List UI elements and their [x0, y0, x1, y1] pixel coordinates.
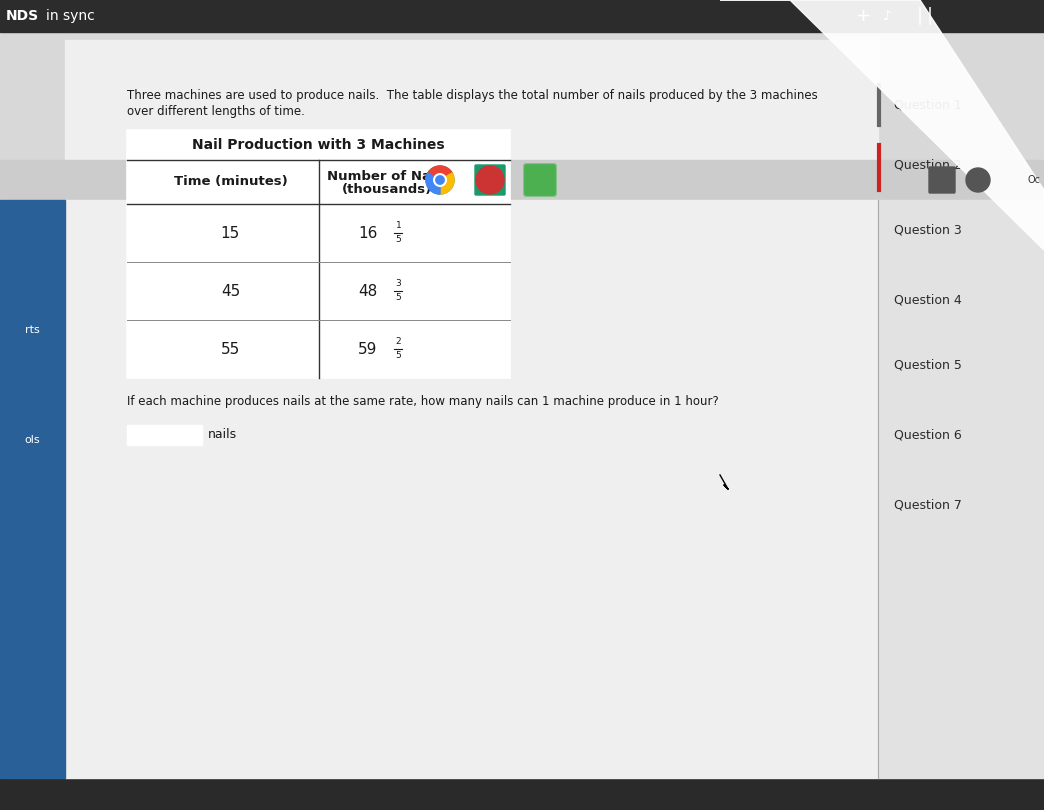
Circle shape	[526, 166, 554, 194]
Circle shape	[476, 166, 504, 194]
Text: 5: 5	[396, 352, 401, 360]
Text: Question 2: Question 2	[894, 159, 962, 172]
Text: ✕: ✕	[484, 173, 496, 187]
Text: 3: 3	[396, 279, 401, 288]
Circle shape	[426, 166, 454, 194]
Text: 2: 2	[396, 338, 401, 347]
Wedge shape	[428, 166, 452, 180]
FancyBboxPatch shape	[475, 165, 505, 195]
Text: nails: nails	[208, 428, 237, 441]
Text: Question 4: Question 4	[894, 293, 962, 306]
Polygon shape	[720, 0, 1044, 250]
Text: in sync: in sync	[46, 9, 95, 23]
Text: +: +	[855, 7, 870, 25]
Text: 48: 48	[358, 284, 378, 299]
Text: Question 1: Question 1	[894, 99, 962, 112]
Text: 55: 55	[220, 342, 240, 356]
Text: 16: 16	[358, 225, 378, 241]
Text: rts: rts	[25, 325, 40, 335]
Text: 59: 59	[358, 342, 378, 356]
Text: 15: 15	[220, 225, 240, 241]
Bar	[0, 200, 1044, 810]
Text: |: |	[927, 7, 933, 25]
Bar	[878, 200, 1044, 778]
Text: ▶: ▶	[535, 173, 545, 187]
Text: Number of Nails: Number of Nails	[327, 169, 448, 182]
Circle shape	[435, 176, 444, 184]
FancyBboxPatch shape	[525, 165, 555, 195]
Text: 5: 5	[396, 293, 401, 302]
Bar	[0, 160, 1044, 200]
Text: If each machine produces nails at the same rate, how many nails can 1 machine pr: If each machine produces nails at the sa…	[127, 395, 718, 408]
Circle shape	[966, 168, 990, 192]
Text: ♪: ♪	[882, 9, 892, 23]
Text: over different lengths of time.: over different lengths of time.	[127, 105, 305, 118]
Bar	[0, 200, 65, 778]
Wedge shape	[426, 173, 440, 194]
Text: Nail Production with 3 Machines: Nail Production with 3 Machines	[192, 138, 445, 152]
Text: Three machines are used to produce nails.  The table displays the total number o: Three machines are used to produce nails…	[127, 88, 817, 101]
Bar	[65, 40, 878, 778]
Circle shape	[476, 166, 504, 194]
Text: Question 6: Question 6	[894, 428, 962, 441]
Text: (thousands): (thousands)	[342, 184, 432, 197]
Wedge shape	[440, 173, 454, 194]
Circle shape	[433, 173, 446, 186]
Text: Question 5: Question 5	[894, 359, 962, 372]
Bar	[127, 425, 201, 445]
Circle shape	[526, 166, 554, 194]
Bar	[127, 130, 511, 378]
Text: ols: ols	[24, 435, 40, 445]
Text: 5: 5	[396, 236, 401, 245]
Text: Oc: Oc	[1027, 175, 1040, 185]
FancyBboxPatch shape	[524, 164, 556, 196]
Text: Question 7: Question 7	[894, 498, 962, 511]
FancyBboxPatch shape	[929, 167, 955, 193]
Text: |: |	[917, 7, 923, 25]
Text: 1: 1	[396, 221, 401, 231]
Text: NDS: NDS	[6, 9, 39, 23]
Text: 45: 45	[220, 284, 240, 299]
Text: Time (minutes): Time (minutes)	[173, 176, 287, 189]
Bar	[0, 0, 1044, 32]
Bar	[65, 200, 878, 778]
Text: Question 3: Question 3	[894, 224, 962, 237]
